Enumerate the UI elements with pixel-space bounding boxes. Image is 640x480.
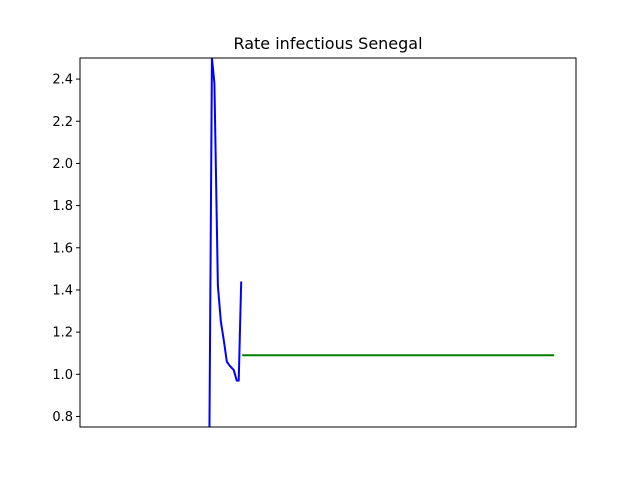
series-line-0 (208, 58, 243, 427)
chart-title: Rate infectious Senegal (233, 34, 422, 53)
y-axis: 0.8 1.0 1.2 1.4 1.6 1.8 2.0 2.2 2.4 (52, 73, 80, 425)
y-tick-label: 0.8 (52, 410, 73, 425)
series-layer (208, 58, 555, 427)
y-tick-label: 2.0 (52, 157, 73, 172)
y-tick-label: 1.2 (52, 326, 73, 341)
y-tick-label: 1.4 (52, 283, 73, 298)
y-tick-label: 1.8 (52, 199, 73, 214)
y-tick-label: 1.0 (52, 368, 73, 383)
plot-area (79, 57, 577, 428)
y-tick-label: 2.4 (52, 73, 73, 88)
plot-background (80, 58, 576, 427)
plot-frame (79, 57, 577, 428)
y-tick-label: 2.2 (52, 115, 73, 130)
y-tick-label: 1.6 (52, 241, 73, 256)
